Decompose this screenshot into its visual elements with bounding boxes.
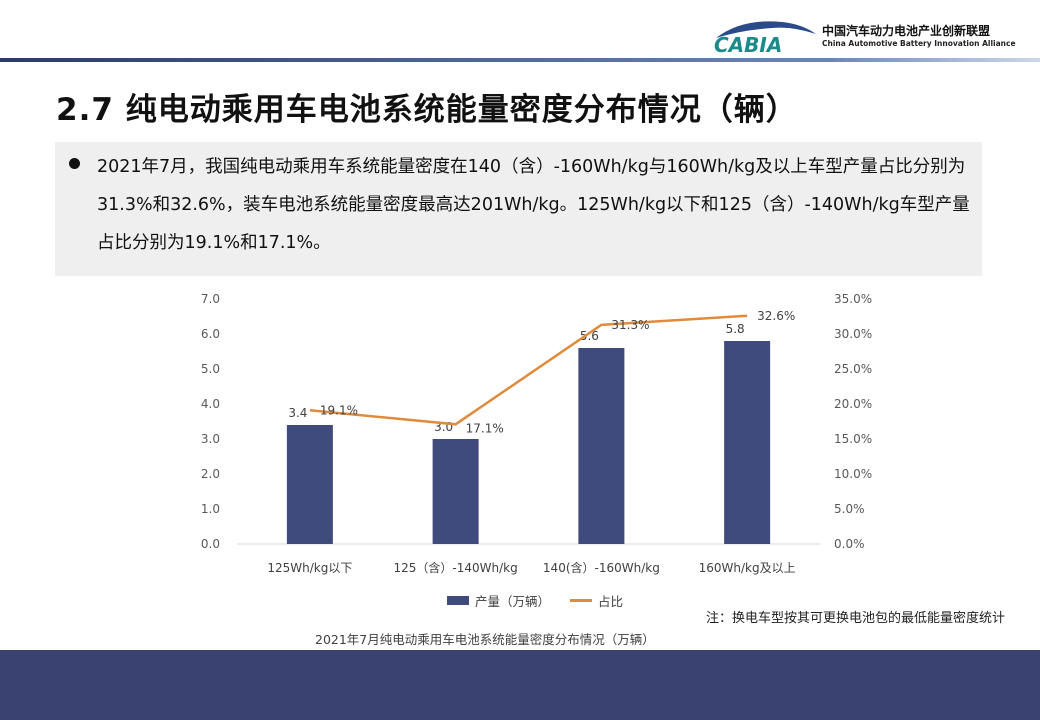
- y-right-tick: 5.0%: [834, 502, 865, 516]
- y-left-tick: 7.0: [201, 292, 220, 306]
- y-left-tick: 0.0: [201, 537, 220, 551]
- legend-bar-label: 产量（万辆）: [475, 594, 551, 609]
- y-right-tick: 0.0%: [834, 537, 865, 551]
- y-left-tick: 5.0: [201, 362, 220, 376]
- y-right-tick: 25.0%: [834, 362, 872, 376]
- footnote: 注：换电车型按其可更换电池包的最低能量密度统计: [706, 611, 1006, 626]
- legend-bar-swatch: [447, 596, 469, 605]
- bar: [724, 341, 771, 544]
- x-tick-label: 125（含）-140Wh/kg: [394, 560, 518, 575]
- bar: [286, 425, 333, 544]
- y-left-tick: 4.0: [201, 397, 220, 411]
- summary-text: 2021年7月，我国纯电动乘用车系统能量密度在140（含）-160Wh/kg与1…: [97, 157, 970, 253]
- header-divider: [0, 58, 1040, 62]
- x-tick-label: 125Wh/kg以下: [267, 561, 352, 575]
- bullet-icon: [69, 158, 80, 169]
- chart: 0.0 1.0 2.0 3.0 4.0 5.0 6.0 7.0 0.0% 5.0% 10.0% 15.…: [201, 292, 872, 575]
- legend-line-swatch: [570, 599, 593, 602]
- line-data-label: 32.6%: [757, 309, 795, 323]
- chart-legend: 产量（万辆） 占比: [447, 591, 623, 610]
- y-left-tick: 1.0: [201, 502, 220, 516]
- y-left-tick: 6.0: [201, 327, 220, 341]
- y-right-tick: 20.0%: [834, 397, 872, 411]
- line-data-label: 31.3%: [611, 318, 649, 332]
- y-left-tick: 3.0: [201, 432, 220, 446]
- org-name-en: China Automotive Battery Innovation Alli…: [822, 39, 1016, 48]
- car-logo-icon: CABIA: [714, 21, 816, 57]
- org-name-cn: 中国汽车动力电池产业创新联盟: [822, 24, 991, 38]
- summary-box: 2021年7月，我国纯电动乘用车系统能量密度在140（含）-160Wh/kg与1…: [55, 142, 982, 276]
- x-tick-label: 140(含）-160Wh/kg: [543, 560, 660, 575]
- line-series: [309, 314, 748, 426]
- line-data-label: 19.1%: [320, 403, 358, 417]
- y-right-tick: 30.0%: [834, 327, 872, 341]
- bar: [432, 439, 479, 544]
- bar: [578, 348, 625, 544]
- svg-text:CABIA: CABIA: [714, 33, 782, 56]
- bar-data-label: 5.6: [580, 329, 599, 343]
- y-right-tick: 15.0%: [834, 432, 872, 446]
- chart-title: 2021年7月纯电动乘用车电池系统能量密度分布情况（万辆）: [315, 632, 655, 647]
- page-title: 2.7 纯电动乘用车电池系统能量密度分布情况（辆）: [56, 92, 798, 128]
- x-tick-label: 160Wh/kg及以上: [699, 561, 796, 575]
- legend-line-label: 占比: [598, 594, 624, 609]
- footer-band: [0, 650, 1040, 720]
- line-data-label: 17.1%: [466, 421, 504, 435]
- bar-data-label: 5.8: [726, 322, 745, 336]
- y-left-tick: 2.0: [201, 467, 220, 481]
- bar-data-label: 3.4: [288, 406, 307, 420]
- y-right-tick: 35.0%: [834, 292, 872, 306]
- cabia-logo: CABIA 中国汽车动力电池产业创新联盟 China Automotive Ba…: [712, 16, 1032, 57]
- y-right-tick: 10.0%: [834, 467, 872, 481]
